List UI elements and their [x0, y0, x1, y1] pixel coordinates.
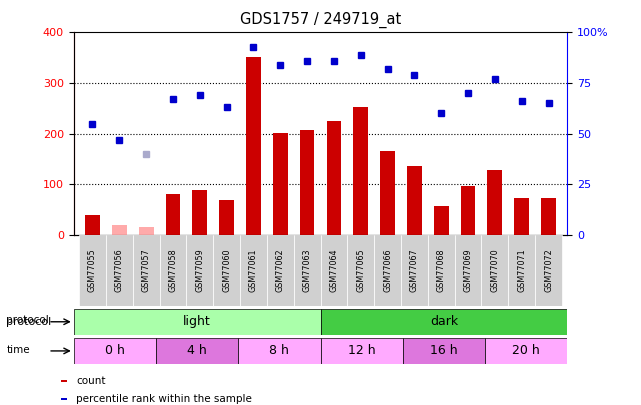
Bar	[112, 225, 127, 235]
Bar	[454, 235, 481, 306]
Bar	[138, 227, 153, 235]
Bar	[156, 338, 238, 364]
Text: 20 h: 20 h	[512, 344, 540, 358]
Bar	[267, 235, 294, 306]
Bar	[213, 235, 240, 306]
Bar	[165, 194, 180, 235]
Bar	[488, 170, 503, 235]
Text: 0 h: 0 h	[105, 344, 125, 358]
Text: GSM77072: GSM77072	[544, 248, 553, 292]
Text: 16 h: 16 h	[430, 344, 458, 358]
Bar	[106, 235, 133, 306]
Text: GSM77061: GSM77061	[249, 249, 258, 292]
Text: GSM77064: GSM77064	[329, 249, 338, 292]
Bar	[374, 235, 401, 306]
Bar	[79, 235, 106, 306]
Bar	[240, 235, 267, 306]
Text: count: count	[76, 376, 106, 386]
Text: GDS1757 / 249719_at: GDS1757 / 249719_at	[240, 12, 401, 28]
Text: GSM77056: GSM77056	[115, 249, 124, 292]
Text: time: time	[6, 345, 30, 355]
Bar	[219, 200, 234, 235]
Bar	[273, 133, 288, 235]
Bar	[481, 235, 508, 306]
Bar	[187, 235, 213, 306]
Bar	[160, 235, 187, 306]
Bar	[294, 235, 320, 306]
Bar	[74, 338, 156, 364]
Bar	[246, 57, 261, 235]
Bar	[353, 107, 368, 235]
Text: 4 h: 4 h	[187, 344, 207, 358]
Bar	[61, 399, 67, 400]
Bar	[320, 338, 403, 364]
Bar	[401, 235, 428, 306]
Text: 12 h: 12 h	[348, 344, 376, 358]
Bar	[238, 338, 320, 364]
Bar	[133, 235, 160, 306]
Bar	[380, 151, 395, 235]
Text: GSM77069: GSM77069	[463, 249, 472, 292]
Bar	[407, 166, 422, 235]
Text: GSM77057: GSM77057	[142, 248, 151, 292]
Bar	[541, 198, 556, 235]
Bar	[461, 186, 476, 235]
Bar	[514, 198, 529, 235]
Bar	[326, 121, 341, 235]
Bar	[192, 190, 207, 235]
Bar	[61, 380, 67, 382]
Bar	[300, 130, 315, 235]
Text: GSM77063: GSM77063	[303, 249, 312, 292]
Text: light: light	[183, 315, 211, 328]
Bar	[85, 215, 100, 235]
Bar	[535, 235, 562, 306]
Text: protocol: protocol	[6, 317, 52, 327]
Bar	[347, 235, 374, 306]
Text: GSM77070: GSM77070	[490, 249, 499, 292]
Text: GSM77068: GSM77068	[437, 249, 445, 292]
Text: GSM77055: GSM77055	[88, 248, 97, 292]
Bar	[434, 206, 449, 235]
Text: dark: dark	[430, 315, 458, 328]
Text: GSM77060: GSM77060	[222, 249, 231, 292]
Text: GSM77071: GSM77071	[517, 249, 526, 292]
Bar	[428, 235, 454, 306]
Text: GSM77067: GSM77067	[410, 249, 419, 292]
Bar	[320, 235, 347, 306]
Bar	[508, 235, 535, 306]
Text: protocol: protocol	[6, 315, 49, 326]
Text: GSM77058: GSM77058	[169, 249, 178, 292]
Text: percentile rank within the sample: percentile rank within the sample	[76, 394, 252, 404]
Bar	[320, 309, 567, 335]
Bar	[403, 338, 485, 364]
Bar	[74, 309, 320, 335]
Text: GSM77062: GSM77062	[276, 249, 285, 292]
Text: GSM77065: GSM77065	[356, 249, 365, 292]
Text: GSM77066: GSM77066	[383, 249, 392, 292]
Text: GSM77059: GSM77059	[196, 248, 204, 292]
Text: 8 h: 8 h	[269, 344, 289, 358]
Bar	[485, 338, 567, 364]
